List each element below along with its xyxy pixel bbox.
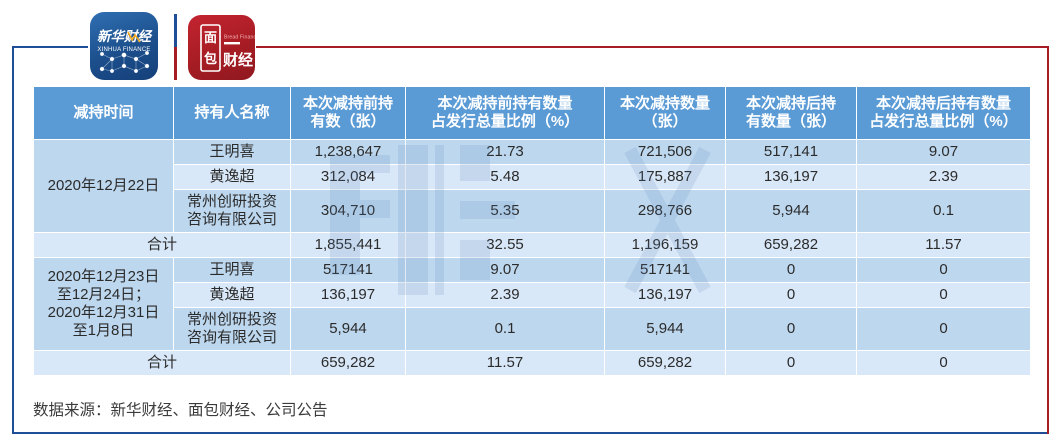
- svg-text:XINHUA FINANCE: XINHUA FINANCE: [97, 47, 150, 53]
- svg-text:Bread Finance: Bread Finance: [224, 35, 255, 41]
- svg-text:面: 面: [204, 30, 217, 45]
- svg-text:包: 包: [204, 51, 217, 66]
- svg-text:新华财经: 新华财经: [97, 29, 153, 44]
- svg-text:财经: 财经: [223, 51, 253, 69]
